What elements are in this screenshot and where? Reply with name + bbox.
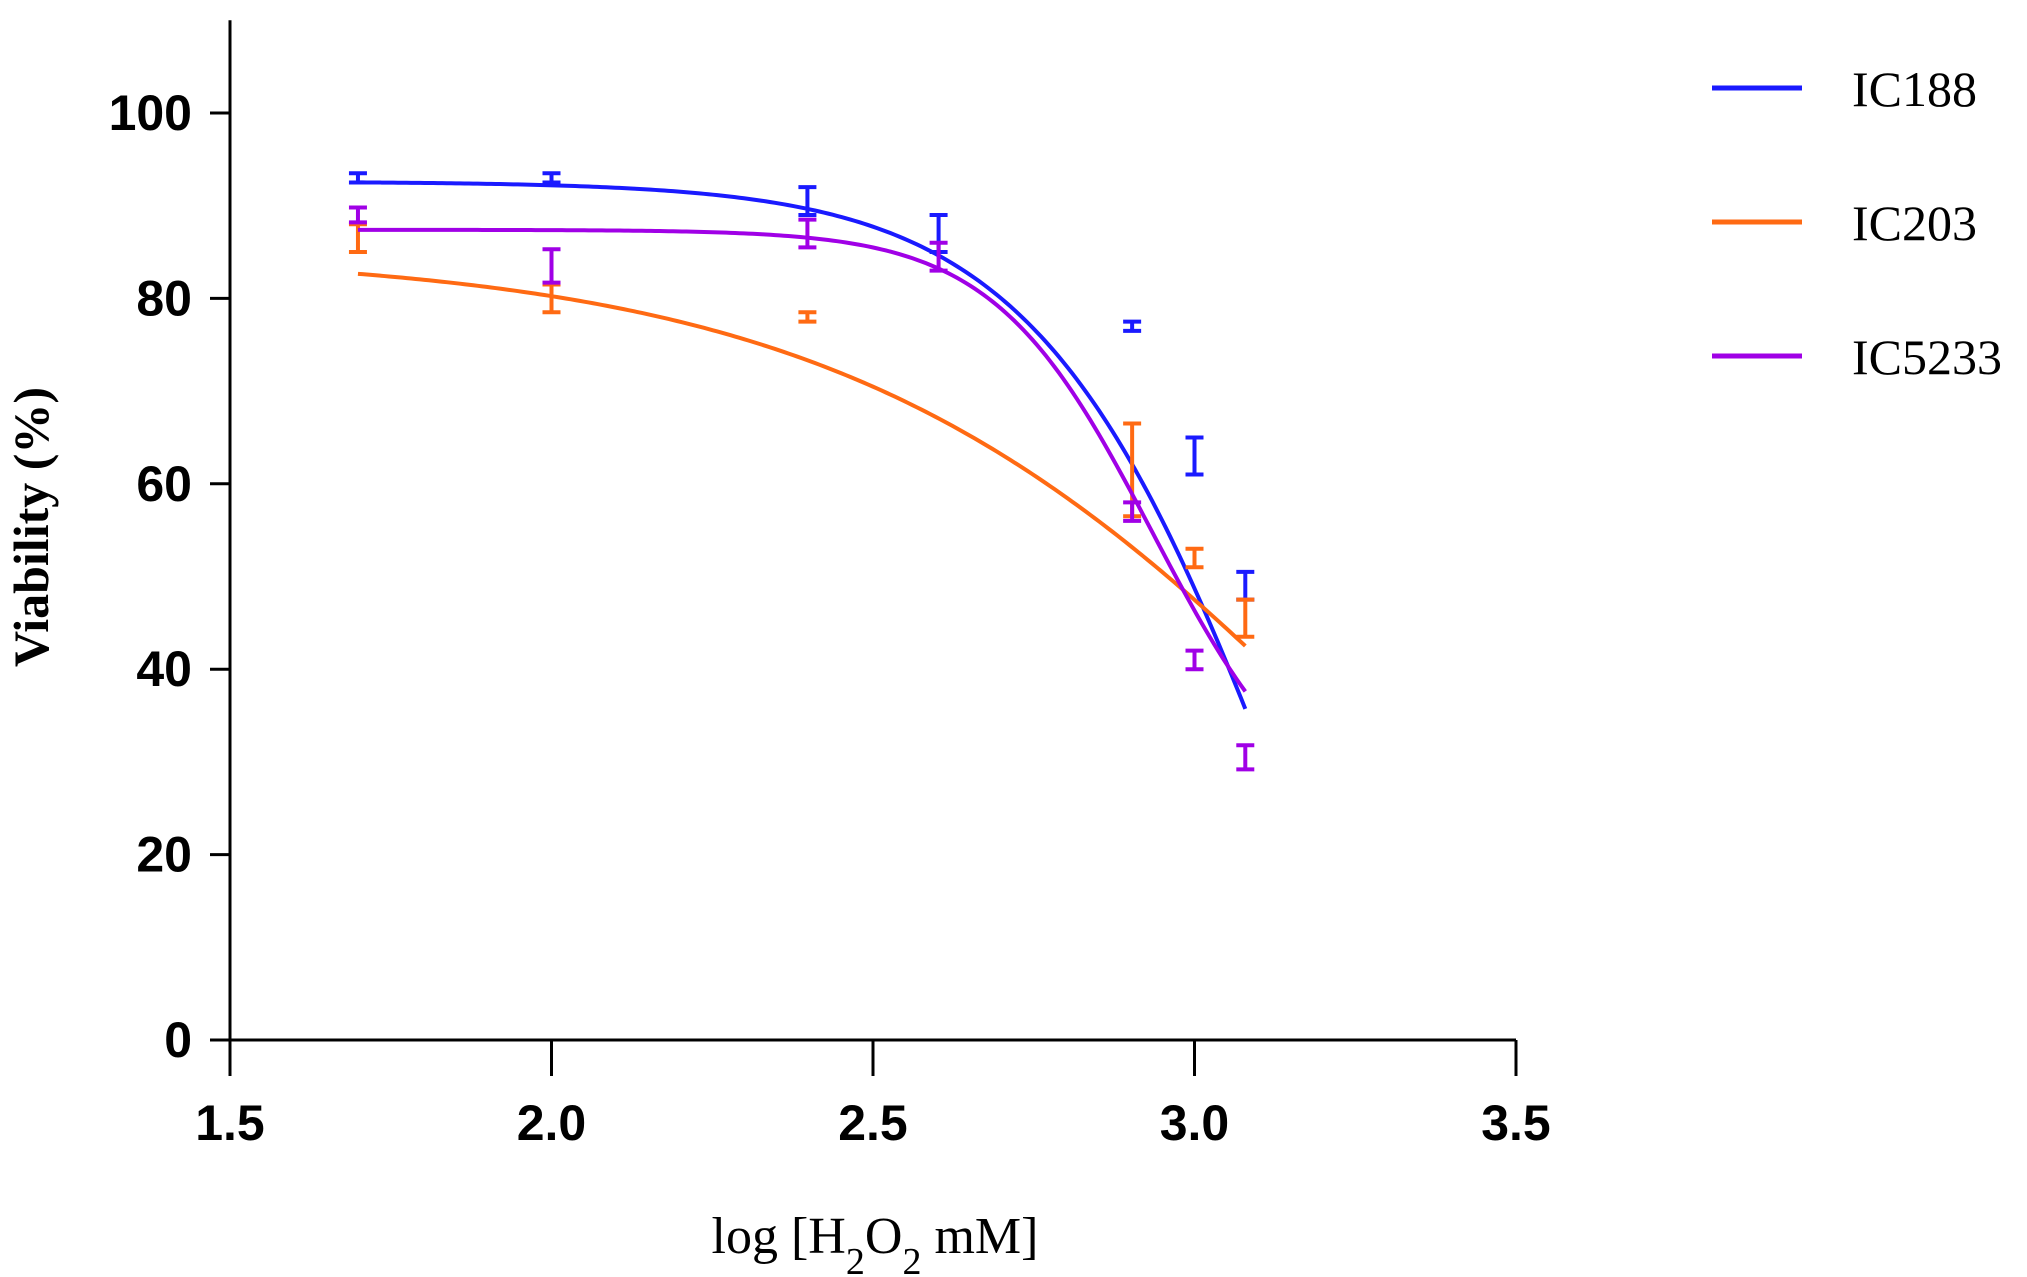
fit-curve-IC188 (357, 180, 1248, 710)
fit-curve-IC5233 (357, 227, 1247, 693)
x-axis-title-part: O (865, 1208, 903, 1265)
error-bar-IC203 (1236, 597, 1255, 639)
legend: IC188 IC203 IC5233 (1712, 61, 2002, 385)
x-tick-label: 3.5 (1481, 1095, 1551, 1151)
x-axis-title-part: mM] (921, 1208, 1038, 1265)
error-bar-IC5233 (798, 217, 817, 250)
error-bar-IC188 (1185, 435, 1204, 477)
axes: 0 20 40 60 80 100 1.5 2.0 2.5 3.0 3.5 (109, 20, 1551, 1151)
x-axis-title-part: 2 (902, 1241, 921, 1277)
error-bar-IC188 (1236, 569, 1255, 602)
error-bar-IC5233 (1185, 648, 1204, 672)
x-axis-title: log [H2O2 mM] (712, 1208, 1039, 1277)
error-bar-IC5233 (1123, 500, 1142, 523)
error-bar-IC188 (348, 171, 367, 185)
x-axis-title-part: log [H (712, 1208, 846, 1265)
x-tick-label: 2.0 (517, 1095, 587, 1151)
error-bar-IC5233 (542, 247, 561, 285)
x-tick-label: 1.5 (195, 1095, 265, 1151)
y-tick-label: 20 (136, 827, 192, 883)
x-tick-label: 3.0 (1160, 1095, 1230, 1151)
y-tick-label: 60 (136, 456, 192, 512)
y-axis-title: Viability (%) (3, 387, 59, 667)
y-tick-label: 40 (136, 641, 192, 697)
error-bar-IC5233 (1236, 743, 1255, 772)
y-tick-label: 100 (109, 85, 192, 141)
error-bar-IC5233 (348, 205, 367, 225)
y-tick-label: 0 (164, 1012, 192, 1068)
y-tick-label: 80 (136, 270, 192, 326)
series-IC5233 (348, 205, 1255, 772)
error-bar-IC203 (798, 310, 817, 324)
x-tick-label: 2.5 (838, 1095, 908, 1151)
error-bar-IC5233 (929, 240, 948, 273)
legend-label-IC5233: IC5233 (1852, 329, 2002, 385)
series-layer (348, 171, 1255, 772)
series-IC188 (348, 171, 1255, 710)
x-axis-title-part: 2 (846, 1241, 865, 1277)
fit-curve-IC203 (357, 271, 1247, 648)
error-bar-IC188 (1123, 319, 1142, 333)
error-bar-IC188 (798, 185, 817, 217)
legend-label-IC188: IC188 (1852, 61, 1977, 117)
error-bar-IC203 (1185, 546, 1204, 570)
legend-label-IC203: IC203 (1852, 195, 1977, 251)
series-IC203 (348, 222, 1255, 648)
error-bar-IC188 (542, 171, 561, 185)
